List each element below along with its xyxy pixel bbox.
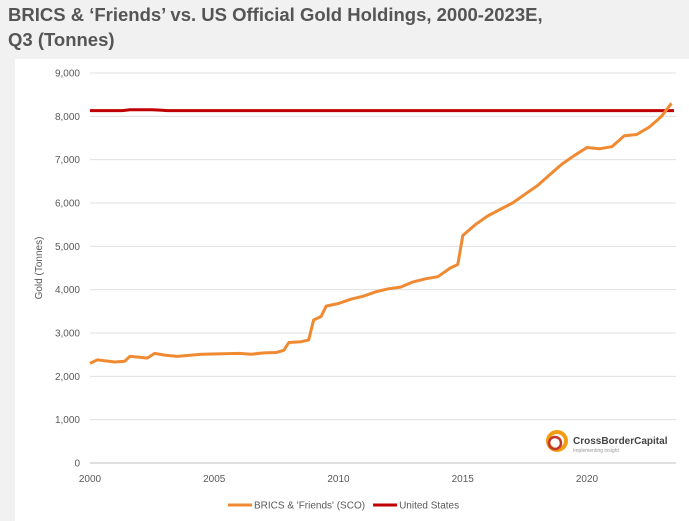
svg-text:CrossBorderCapital: CrossBorderCapital xyxy=(573,436,668,447)
crossborder-capital-logo: CrossBorderCapital Implementing insight xyxy=(545,428,675,463)
y-tick-label: 8,000 xyxy=(55,112,80,123)
y-tick-label: 7,000 xyxy=(55,155,80,166)
y-tick-label: 9,000 xyxy=(55,69,80,80)
x-tick-label: 2020 xyxy=(576,474,599,485)
svg-text:Implementing insight: Implementing insight xyxy=(573,448,619,454)
y-axis-label: Gold (Tonnes) xyxy=(34,237,45,300)
x-tick-label: 2000 xyxy=(79,474,102,485)
y-tick-label: 6,000 xyxy=(55,199,80,210)
y-tick-label: 4,000 xyxy=(55,285,80,296)
y-tick-label: 2,000 xyxy=(55,372,80,383)
legend-label: United States xyxy=(399,501,459,512)
x-tick-label: 2015 xyxy=(452,474,475,485)
y-tick-label: 0 xyxy=(74,459,80,470)
y-tick-label: 5,000 xyxy=(55,242,80,253)
x-tick-label: 2005 xyxy=(203,474,226,485)
series-line xyxy=(90,108,674,113)
series-line xyxy=(89,102,673,365)
chart-title: BRICS & ‘Friends’ vs. US Official Gold H… xyxy=(8,4,543,50)
x-tick-label: 2010 xyxy=(327,474,350,485)
y-tick-label: 1,000 xyxy=(55,415,80,426)
legend-label: BRICS & 'Friends' (SCO) xyxy=(254,501,365,512)
y-tick-label: 3,000 xyxy=(55,329,80,340)
